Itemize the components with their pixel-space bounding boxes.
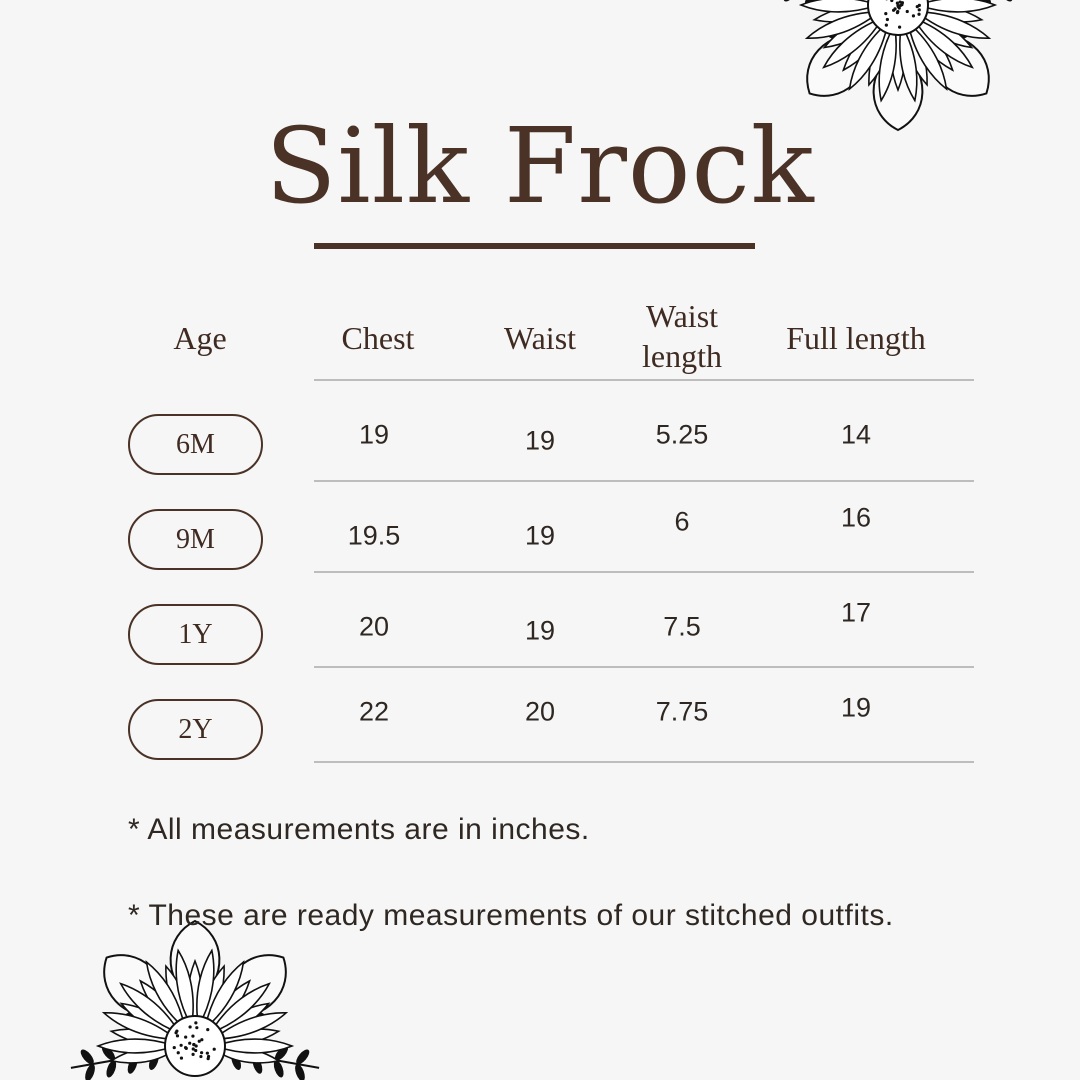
divider <box>314 761 974 763</box>
cell-waist: 19 <box>525 616 555 647</box>
sunflower-icon <box>68 921 322 1080</box>
note-ready-measurements: * These are ready measurements of our st… <box>128 899 894 933</box>
header-chest: Chest <box>342 318 415 358</box>
divider <box>314 379 974 381</box>
title-underline <box>314 243 755 249</box>
divider <box>314 571 974 573</box>
header-full-length: Full length <box>786 318 926 358</box>
cell-chest: 22 <box>359 697 389 728</box>
cell-waist-length: 5.25 <box>656 420 709 451</box>
cell-full-length: 14 <box>841 420 871 451</box>
age-pill-1y: 1Y <box>128 604 263 665</box>
cell-waist: 20 <box>525 697 555 728</box>
age-pill-2y: 2Y <box>128 699 263 760</box>
cell-chest: 20 <box>359 612 389 643</box>
age-pill-6m: 6M <box>128 414 263 475</box>
cell-waist-length: 7.5 <box>663 612 701 643</box>
cell-full-length: 17 <box>841 598 871 629</box>
cell-full-length: 19 <box>841 693 871 724</box>
divider <box>314 666 974 668</box>
cell-full-length: 16 <box>841 503 871 534</box>
page-title: Silk Frock <box>0 105 1080 227</box>
cell-waist-length: 6 <box>674 507 689 538</box>
cell-waist: 19 <box>525 426 555 457</box>
cell-chest: 19 <box>359 420 389 451</box>
divider <box>314 480 974 482</box>
header-age: Age <box>173 318 226 358</box>
cell-waist: 19 <box>525 521 555 552</box>
note-units: * All measurements are in inches. <box>128 813 590 847</box>
header-waist-length: Waist length <box>627 296 737 376</box>
cell-chest: 19.5 <box>348 521 401 552</box>
header-waist: Waist <box>504 318 576 358</box>
cell-waist-length: 7.75 <box>656 697 709 728</box>
age-pill-9m: 9M <box>128 509 263 570</box>
